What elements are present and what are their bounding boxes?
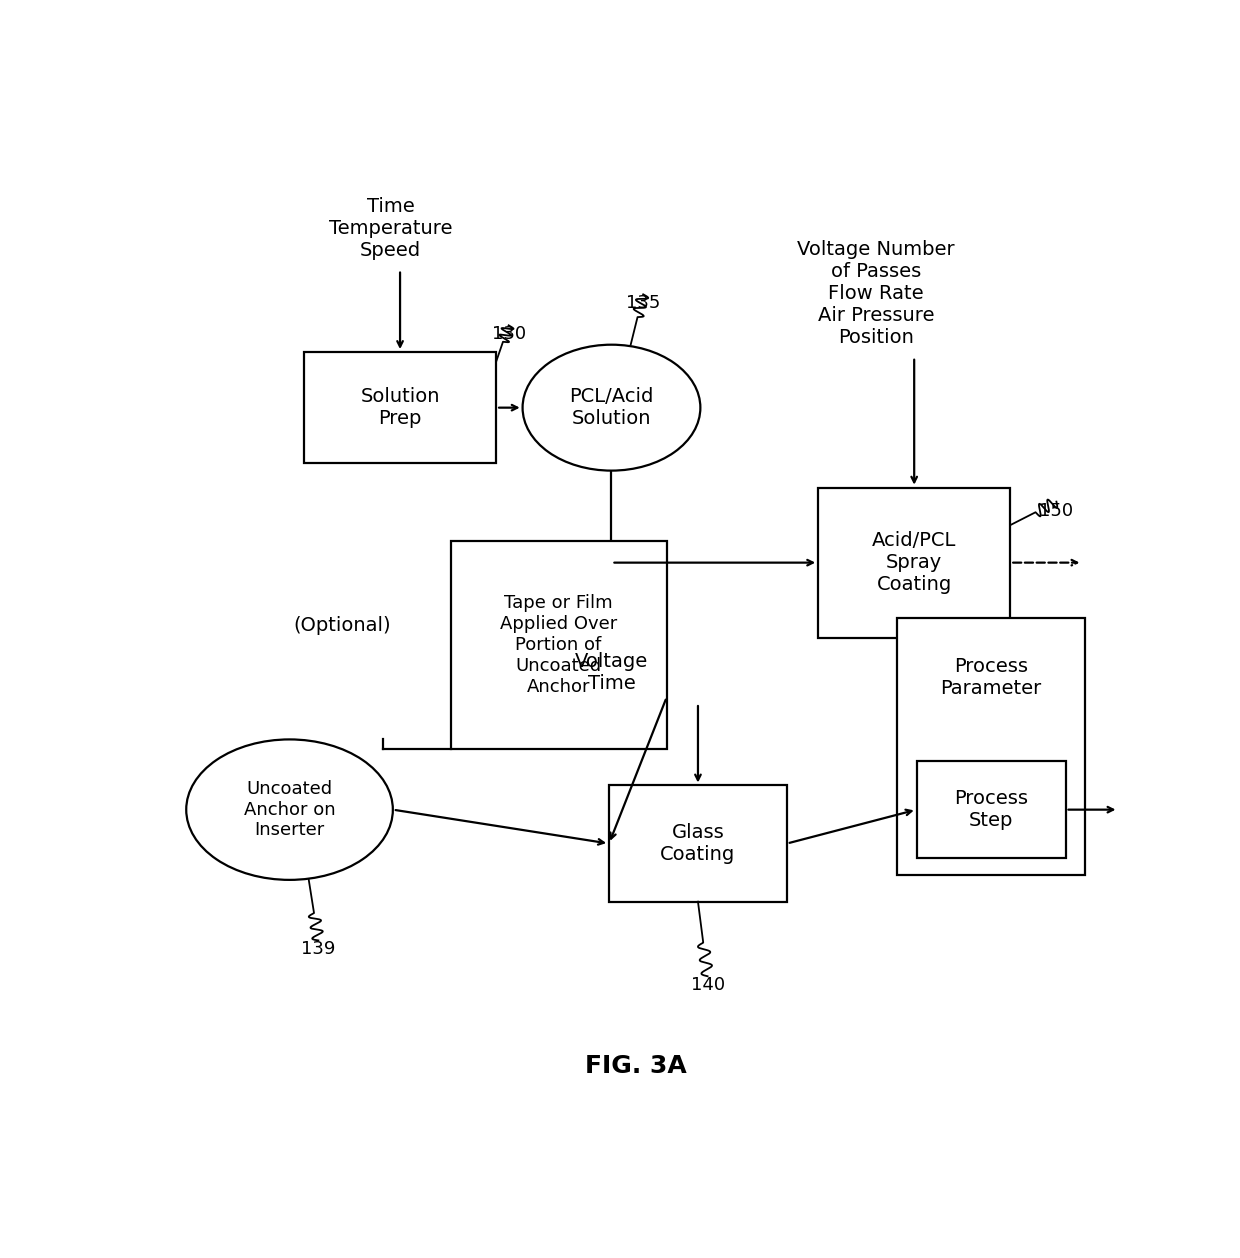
Text: Voltage
Time: Voltage Time [575, 653, 649, 693]
Text: Acid/PCL
Spray
Coating: Acid/PCL Spray Coating [872, 531, 956, 594]
Text: Process
Step: Process Step [954, 789, 1028, 830]
FancyBboxPatch shape [818, 488, 1011, 638]
FancyBboxPatch shape [450, 541, 667, 749]
Text: 150: 150 [1039, 502, 1074, 520]
Text: 135: 135 [626, 294, 661, 312]
FancyBboxPatch shape [609, 785, 787, 902]
Text: Process
Parameter: Process Parameter [940, 657, 1042, 698]
Ellipse shape [186, 740, 393, 879]
Text: Uncoated
Anchor on
Inserter: Uncoated Anchor on Inserter [244, 780, 335, 839]
Text: Time
Temperature
Speed: Time Temperature Speed [329, 198, 453, 260]
Text: Tape or Film
Applied Over
Portion of
Uncoated
Anchor: Tape or Film Applied Over Portion of Unc… [500, 594, 618, 696]
FancyBboxPatch shape [304, 352, 496, 463]
FancyBboxPatch shape [898, 619, 1085, 876]
Text: Solution
Prep: Solution Prep [361, 387, 440, 428]
Ellipse shape [522, 345, 701, 470]
FancyBboxPatch shape [916, 761, 1065, 858]
Text: 139: 139 [301, 941, 336, 959]
Text: Voltage Number
of Passes
Flow Rate
Air Pressure
Position: Voltage Number of Passes Flow Rate Air P… [797, 240, 955, 347]
Text: PCL/Acid
Solution: PCL/Acid Solution [569, 387, 653, 428]
Text: 140: 140 [691, 976, 724, 994]
Text: FIG. 3A: FIG. 3A [584, 1054, 687, 1078]
Text: 130: 130 [491, 326, 526, 343]
Text: (Optional): (Optional) [294, 616, 391, 635]
Text: Glass
Coating: Glass Coating [661, 823, 735, 864]
